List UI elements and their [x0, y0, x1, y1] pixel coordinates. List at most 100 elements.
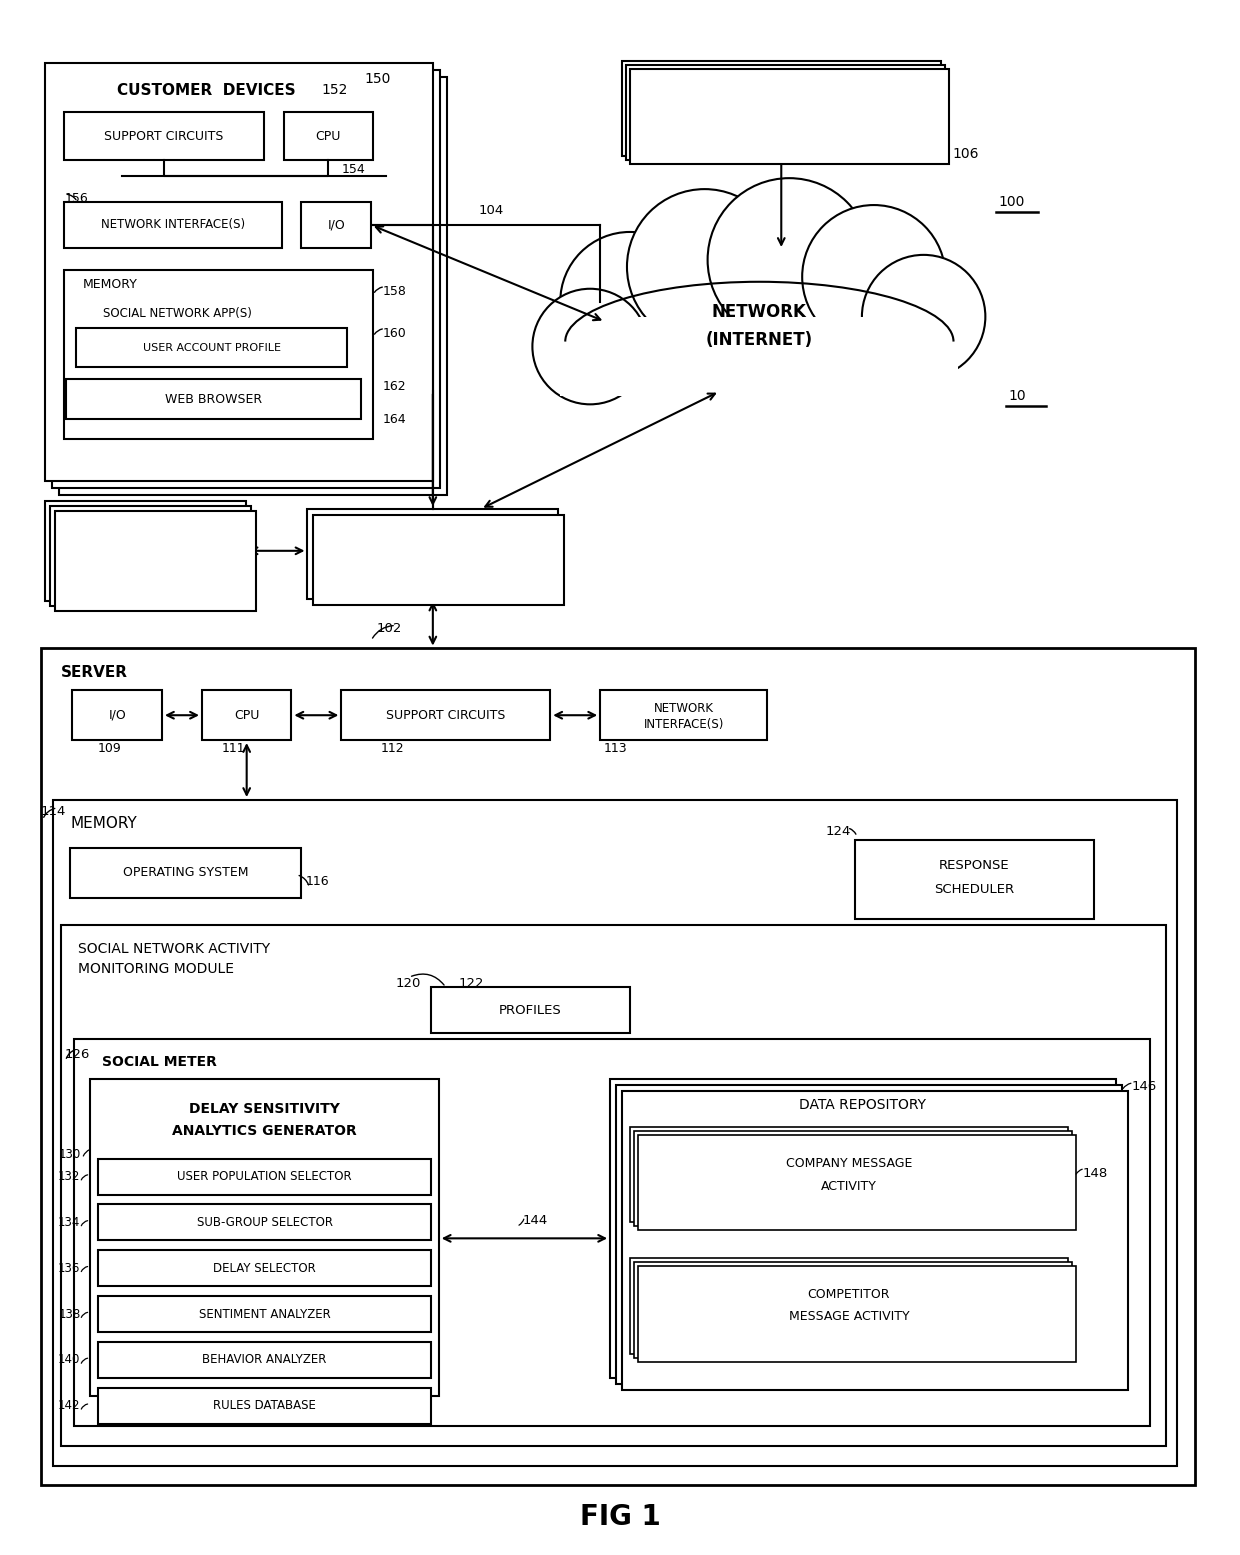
Bar: [77, 328, 347, 367]
Bar: [634, 1263, 1071, 1358]
Bar: [626, 65, 945, 160]
Text: 132: 132: [58, 1169, 81, 1183]
Text: 162: 162: [383, 379, 407, 393]
Text: CPU: CPU: [234, 709, 259, 722]
Bar: [52, 70, 440, 488]
Text: 10: 10: [1008, 389, 1025, 403]
Text: RESPONSE: RESPONSE: [939, 860, 1009, 872]
Text: 148: 148: [1083, 1168, 1109, 1180]
Bar: [341, 690, 551, 740]
Text: SOCIAL METER: SOCIAL METER: [103, 1054, 217, 1068]
Text: 108: 108: [419, 561, 446, 575]
Text: 152: 152: [321, 84, 347, 98]
Bar: [52, 799, 1178, 1465]
Text: 114: 114: [41, 805, 66, 818]
Bar: [55, 512, 255, 611]
Text: CUSTOMER  DEVICES: CUSTOMER DEVICES: [118, 82, 296, 98]
Text: 142: 142: [58, 1400, 81, 1412]
Bar: [622, 1092, 1127, 1390]
Text: (INTERNET): (INTERNET): [706, 331, 813, 348]
Bar: [430, 987, 630, 1033]
Bar: [637, 1135, 1076, 1230]
Text: 102: 102: [376, 622, 402, 634]
Text: 140: 140: [58, 1353, 81, 1367]
Bar: [98, 1387, 430, 1424]
Bar: [98, 1205, 430, 1241]
Text: RULES DATABASE: RULES DATABASE: [213, 1400, 316, 1412]
Circle shape: [560, 232, 699, 372]
Bar: [301, 202, 371, 247]
Text: CONTACT CENTER: CONTACT CENTER: [69, 529, 221, 543]
Circle shape: [708, 179, 870, 342]
Text: 134: 134: [58, 1216, 81, 1228]
Bar: [630, 1127, 1068, 1222]
Bar: [50, 505, 250, 605]
Text: SUPPORT CIRCUITS: SUPPORT CIRCUITS: [386, 709, 506, 722]
Bar: [560, 317, 959, 397]
Bar: [98, 1342, 430, 1378]
Text: 150: 150: [365, 72, 391, 86]
Text: INTERFACE(S): INTERFACE(S): [644, 718, 724, 731]
Text: 112: 112: [381, 742, 404, 754]
Bar: [41, 648, 1195, 1485]
Text: NETWORK INTERFACE(S): NETWORK INTERFACE(S): [100, 219, 246, 232]
Bar: [74, 1039, 1149, 1426]
Text: SOCIAL NETWORK APP(S): SOCIAL NETWORK APP(S): [103, 308, 252, 320]
Bar: [91, 1079, 439, 1396]
Text: 116: 116: [305, 875, 329, 888]
Bar: [284, 112, 373, 160]
Bar: [630, 1258, 1068, 1354]
Bar: [98, 1250, 430, 1286]
Bar: [64, 202, 281, 247]
Bar: [61, 925, 1166, 1446]
Text: 144: 144: [522, 1214, 548, 1227]
Text: 146: 146: [1132, 1081, 1157, 1093]
Text: 122: 122: [459, 977, 485, 991]
Text: I/O: I/O: [327, 219, 345, 232]
Text: PROFILES: PROFILES: [498, 1003, 562, 1017]
Text: I/O: I/O: [108, 709, 126, 722]
Text: BEHAVIOR ANALYZER: BEHAVIOR ANALYZER: [202, 1353, 327, 1367]
Circle shape: [627, 190, 782, 345]
Bar: [637, 1266, 1076, 1362]
Bar: [616, 1085, 1122, 1384]
Text: SUB-GROUP SELECTOR: SUB-GROUP SELECTOR: [197, 1216, 332, 1228]
Bar: [634, 1130, 1071, 1227]
Text: 136: 136: [58, 1261, 81, 1275]
Text: NETWORK: NETWORK: [653, 701, 714, 715]
Text: 158: 158: [383, 285, 407, 299]
Bar: [314, 515, 564, 605]
Text: SERVER: SERVER: [61, 666, 128, 680]
Text: COMPETITOR: COMPETITOR: [807, 1288, 890, 1300]
Circle shape: [862, 255, 986, 378]
Text: MONITORING MODULE: MONITORING MODULE: [78, 963, 234, 977]
Bar: [64, 112, 264, 160]
Bar: [202, 690, 291, 740]
Text: SERVER(S): SERVER(S): [735, 114, 827, 128]
Bar: [67, 379, 361, 420]
Text: 104: 104: [479, 204, 503, 216]
Text: 156: 156: [64, 191, 88, 205]
Text: CPU: CPU: [316, 129, 341, 143]
Text: ACTIVITY: ACTIVITY: [821, 1180, 877, 1193]
Text: 138: 138: [58, 1308, 81, 1320]
Text: COMPANY MESSAGE: COMPANY MESSAGE: [786, 1157, 913, 1169]
Text: MEMORY: MEMORY: [82, 278, 138, 291]
Text: 110: 110: [131, 558, 159, 572]
Text: 109: 109: [98, 742, 122, 754]
Bar: [71, 847, 301, 897]
Text: 126: 126: [64, 1048, 89, 1061]
Text: DATA REPOSITORY: DATA REPOSITORY: [800, 1098, 926, 1112]
Text: NETWORK: NETWORK: [712, 303, 807, 320]
Bar: [45, 62, 433, 480]
Bar: [58, 76, 446, 494]
Text: MEMORY: MEMORY: [71, 816, 138, 832]
Bar: [98, 1297, 430, 1333]
Bar: [854, 840, 1094, 919]
Bar: [630, 68, 949, 165]
Text: 160: 160: [383, 327, 407, 341]
Text: USER ACCOUNT PROFILE: USER ACCOUNT PROFILE: [143, 342, 280, 353]
Bar: [610, 1079, 1116, 1378]
Text: 113: 113: [604, 742, 627, 754]
Bar: [622, 61, 941, 156]
